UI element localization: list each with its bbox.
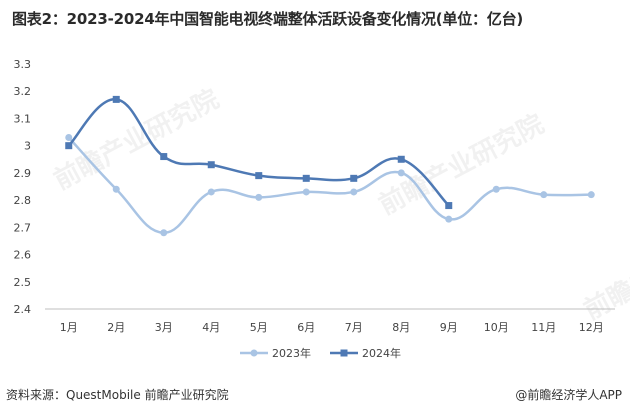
data-point — [255, 193, 263, 201]
data-point — [65, 142, 73, 150]
source-note: 资料来源：QuestMobile 前瞻产业研究院 — [6, 388, 229, 402]
y-tick-label: 3.1 — [14, 112, 32, 125]
legend: 2023年 2024年 — [240, 346, 401, 360]
series-layer — [65, 95, 595, 237]
data-point — [587, 191, 595, 199]
legend-marker — [250, 349, 258, 357]
chart-title: 图表2：2023-2024年中国智能电视终端整体活跃设备变化情况(单位：亿台) — [12, 10, 524, 28]
legend-label: 2023年 — [272, 346, 311, 360]
data-point — [350, 174, 358, 182]
data-point — [445, 202, 453, 210]
data-point — [207, 188, 215, 196]
y-tick-label: 2.4 — [14, 303, 32, 316]
y-tick-label: 3.2 — [14, 85, 32, 98]
data-point — [492, 185, 500, 193]
y-tick-label: 2.9 — [14, 167, 32, 180]
data-point — [255, 172, 263, 180]
data-point — [397, 155, 405, 163]
data-point — [445, 215, 453, 223]
data-point — [302, 188, 310, 196]
data-point — [160, 153, 168, 161]
x-tick-label: 6月 — [297, 321, 315, 334]
x-tick-label: 9月 — [440, 321, 458, 334]
y-tick-label: 2.5 — [14, 276, 32, 289]
x-tick-label: 8月 — [392, 321, 410, 334]
y-tick-label: 2.6 — [14, 249, 32, 262]
x-tick-label: 7月 — [345, 321, 363, 334]
data-point — [207, 161, 215, 169]
data-point — [65, 134, 73, 141]
y-tick-label: 3 — [24, 140, 31, 153]
x-tick-label: 11月 — [531, 321, 556, 334]
x-axis-tick-labels: 1月 2月 3月 4月 5月 6月 7月 8月 9月 10月 11月 12月 — [60, 321, 604, 334]
y-tick-label: 2.8 — [14, 194, 32, 207]
data-point — [397, 169, 405, 177]
data-point — [112, 95, 120, 103]
x-tick-label: 12月 — [579, 321, 604, 334]
data-point — [540, 191, 548, 199]
legend-label: 2024年 — [362, 346, 401, 360]
data-point — [160, 229, 168, 237]
y-tick-label: 2.7 — [14, 221, 32, 234]
x-tick-label: 1月 — [60, 321, 78, 334]
data-point — [112, 185, 120, 193]
data-point — [302, 174, 310, 182]
data-point — [350, 188, 358, 196]
credit-text: @前瞻经济学人APP — [515, 388, 622, 402]
y-axis-tick-labels: 2.4 2.5 2.6 2.7 2.8 2.9 3 3.1 3.2 3.3 — [14, 58, 32, 316]
x-tick-label: 4月 — [202, 321, 220, 334]
x-tick-label: 10月 — [484, 321, 509, 334]
x-tick-label: 5月 — [250, 321, 268, 334]
legend-marker — [340, 349, 348, 357]
y-tick-label: 3.3 — [14, 58, 32, 71]
x-tick-label: 3月 — [155, 321, 173, 334]
watermark-text: 前瞻产业研究院 — [374, 108, 549, 221]
x-tick-label: 2月 — [107, 321, 125, 334]
